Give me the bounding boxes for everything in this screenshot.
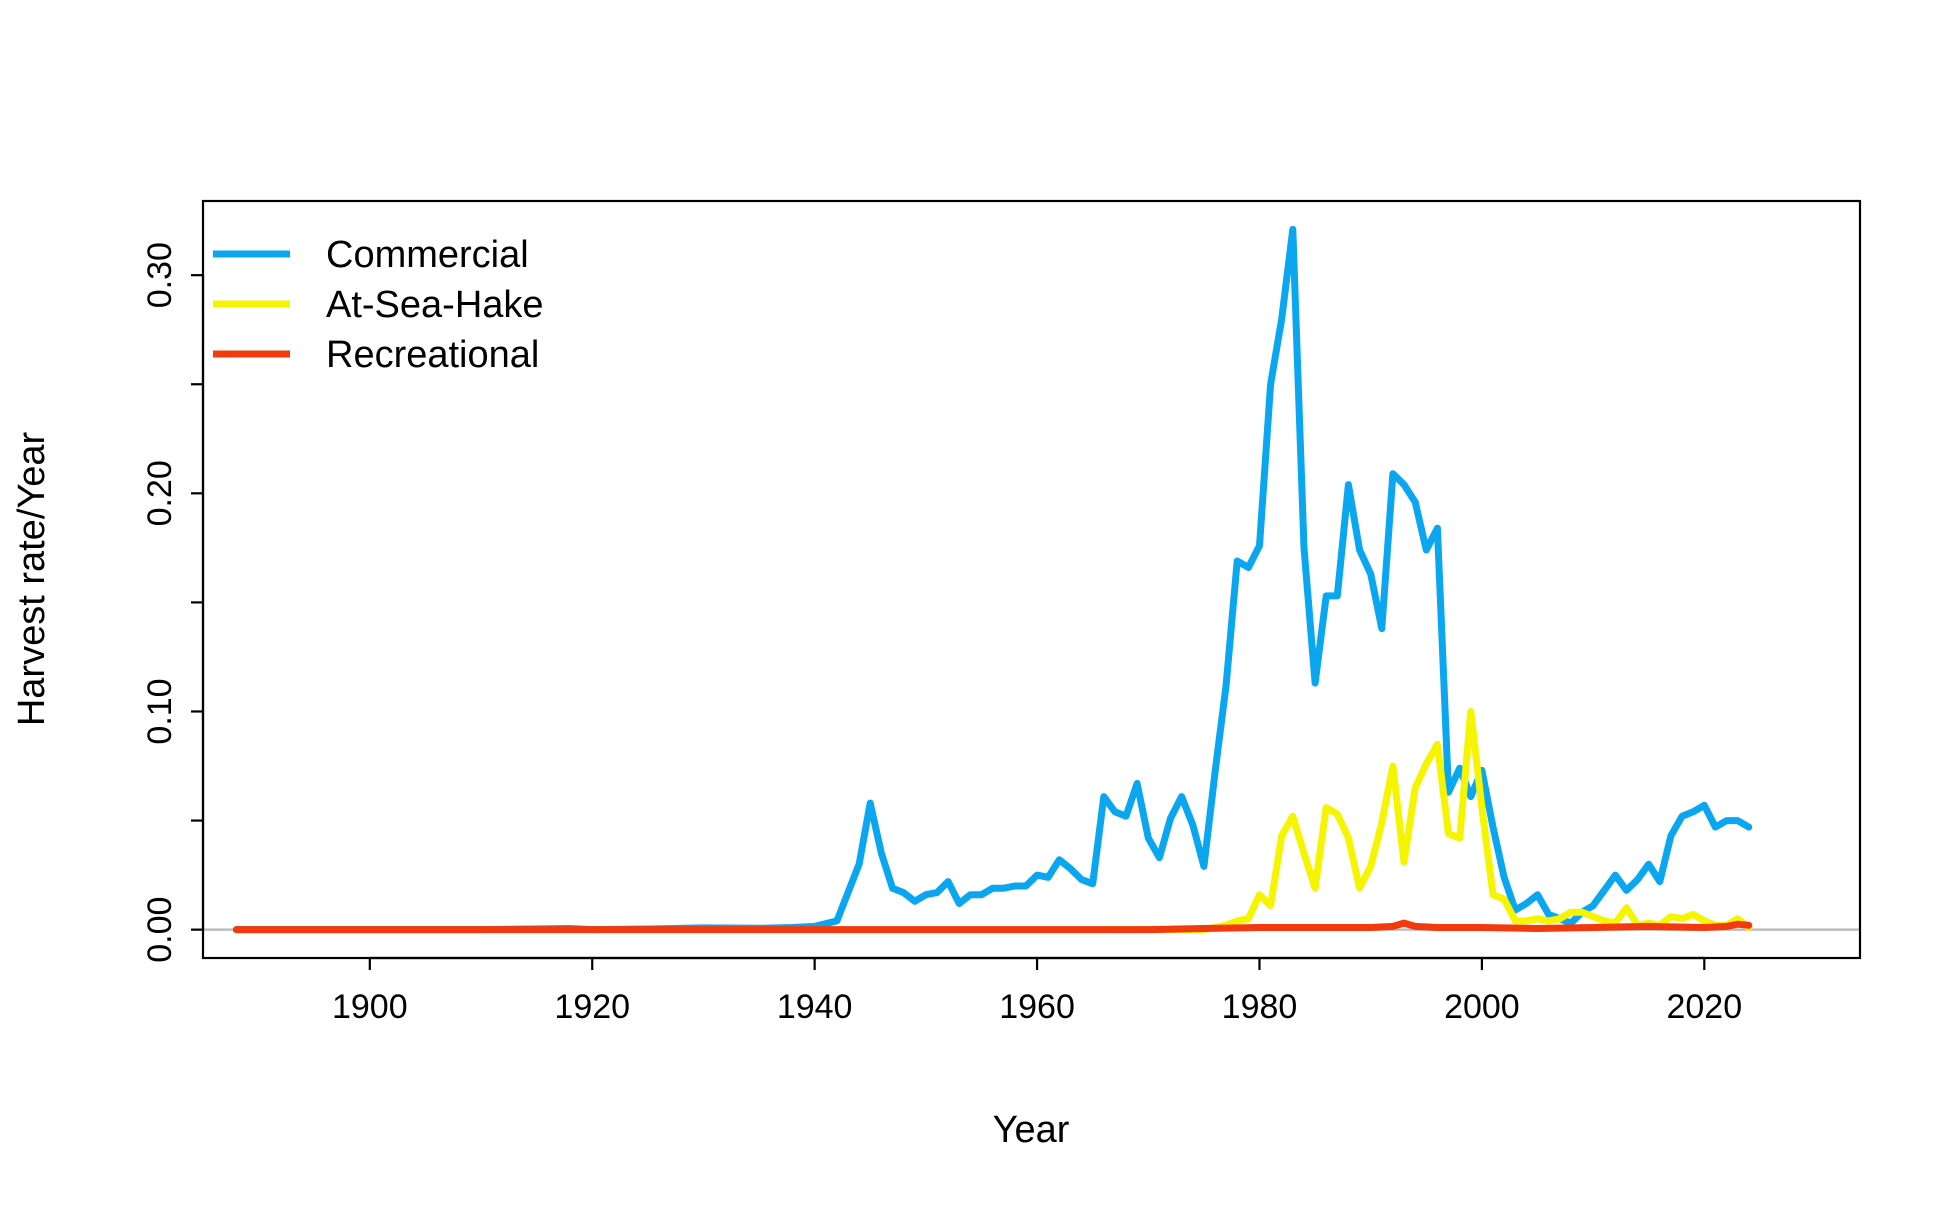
series-line-recreational [232, 919, 1753, 934]
legend-label-recreational: Recreational [326, 334, 539, 376]
x-tick-label: 1960 [999, 988, 1075, 1026]
x-tick-label: 2000 [1444, 988, 1520, 1026]
x-tick-label: 1980 [1222, 988, 1298, 1026]
y-tick-label: 0.10 [141, 678, 179, 744]
x-tick-label: 2020 [1666, 988, 1742, 1026]
legend-label-at-sea-hake: At-Sea-Hake [326, 284, 544, 326]
y-tick-label: 0.00 [141, 897, 179, 963]
y-tick-label: 0.20 [141, 460, 179, 526]
x-tick-label: 1900 [332, 988, 408, 1026]
x-axis: 1900 1920 1940 1960 1980 2000 2020 [332, 956, 1742, 1026]
y-axis-title: Harvest rate/Year [11, 432, 53, 727]
y-axis: 0.00 0.10 0.20 0.30 [141, 242, 205, 963]
series-layer [203, 225, 1860, 934]
y-tick-label: 0.30 [141, 242, 179, 308]
series-line-at-sea-hake [1100, 708, 1753, 934]
legend-label-commercial: Commercial [326, 234, 529, 276]
x-tick-label: 1920 [554, 988, 630, 1026]
x-tick-label: 1940 [777, 988, 853, 1026]
legend: Commercial At-Sea-Hake Recreational [213, 234, 544, 376]
x-axis-title: Year [993, 1109, 1070, 1151]
